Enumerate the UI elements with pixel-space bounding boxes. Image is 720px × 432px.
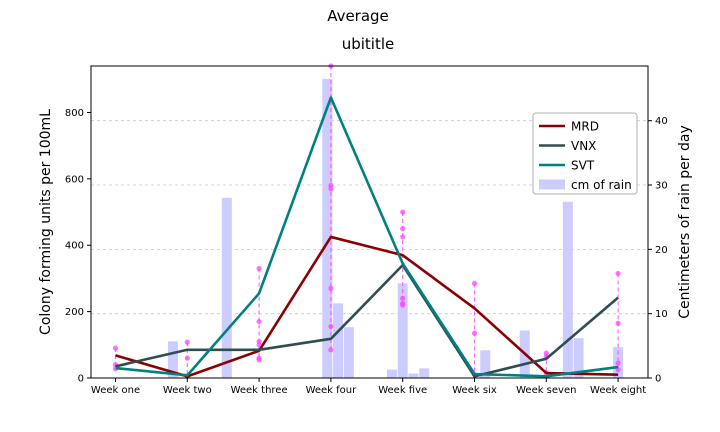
legend: MRD VNX SVT cm of rain [532, 112, 638, 195]
legend-swatch-rain [539, 179, 565, 190]
rain-bar [221, 197, 232, 378]
x-tick-label: Week two [163, 385, 212, 396]
x-axis: Week one Week two Week three Week four Week … [91, 378, 646, 396]
sample-points [112, 63, 621, 379]
y2-tick-label: 20 [655, 245, 668, 256]
rain-bar [343, 327, 354, 378]
rain-bar [419, 368, 430, 378]
x-tick-label: Week six [452, 385, 497, 396]
sample-point [328, 323, 334, 330]
series-line-vnx [115, 263, 619, 378]
rain-bar [480, 350, 491, 378]
legend-label-rain: cm of rain [571, 178, 632, 192]
sample-point [256, 265, 262, 272]
y2-axis-label: Centimeters of rain per day [677, 125, 693, 318]
sample-point [256, 318, 262, 325]
y-tick-label: 0 [78, 374, 84, 385]
chart-subtitle: ubititle [342, 35, 395, 53]
x-tick-label: Week five [378, 385, 427, 396]
sample-point [615, 360, 621, 366]
sample-point [184, 355, 190, 361]
y2-tick-label: 10 [655, 309, 668, 320]
rain-bar [408, 373, 419, 378]
y2-tick-label: 30 [655, 181, 668, 192]
sample-point [400, 302, 406, 308]
sample-point [328, 285, 334, 291]
chart-title: Average [327, 7, 389, 25]
y2-tick-label: 40 [655, 116, 668, 127]
sample-point [112, 345, 119, 351]
rain-bar [333, 303, 344, 378]
legend-box [532, 112, 638, 195]
sample-point [471, 280, 478, 287]
legend-label-vnx: VNX [571, 139, 596, 153]
sample-point [256, 357, 262, 363]
rain-bar [386, 369, 397, 378]
y-tick-label: 600 [65, 174, 84, 185]
y-axis-right: 0 10 20 30 40 [648, 116, 668, 385]
sample-point [471, 330, 478, 336]
sample-point [615, 320, 621, 326]
y-tick-label: 800 [65, 108, 84, 119]
sample-point [328, 347, 334, 353]
rain-bar [167, 341, 178, 378]
sample-point [400, 234, 406, 240]
y-tick-label: 400 [65, 241, 84, 252]
x-tick-label: Week one [91, 385, 140, 396]
rain-bar [562, 201, 573, 378]
x-tick-label: Week eight [590, 385, 646, 396]
sample-point [615, 270, 621, 277]
legend-label-mrd: MRD [571, 120, 599, 134]
series-line-svt [115, 96, 619, 378]
y-axis-label: Colony forming units per 100mL [38, 109, 54, 335]
sample-point [400, 209, 406, 215]
legend-label-svt: SVT [571, 159, 595, 173]
x-tick-label: Week four [306, 385, 358, 396]
series-line-mrd [115, 235, 619, 378]
x-tick-label: Week three [231, 385, 288, 396]
rain-bar [573, 338, 584, 378]
sample-point [328, 186, 334, 192]
series-lines [115, 96, 619, 378]
y-tick-label: 200 [65, 307, 84, 318]
rain-bar [322, 78, 333, 379]
sample-point [184, 339, 190, 345]
y-axis-left: 0 200 400 600 800 [65, 108, 91, 385]
rain-bar [397, 283, 408, 378]
sample-point [256, 342, 262, 348]
sample-point [400, 226, 406, 232]
sample-point [400, 295, 406, 301]
y2-tick-label: 0 [655, 374, 661, 385]
x-tick-label: Week seven [516, 385, 576, 396]
plot-frame [90, 65, 649, 379]
